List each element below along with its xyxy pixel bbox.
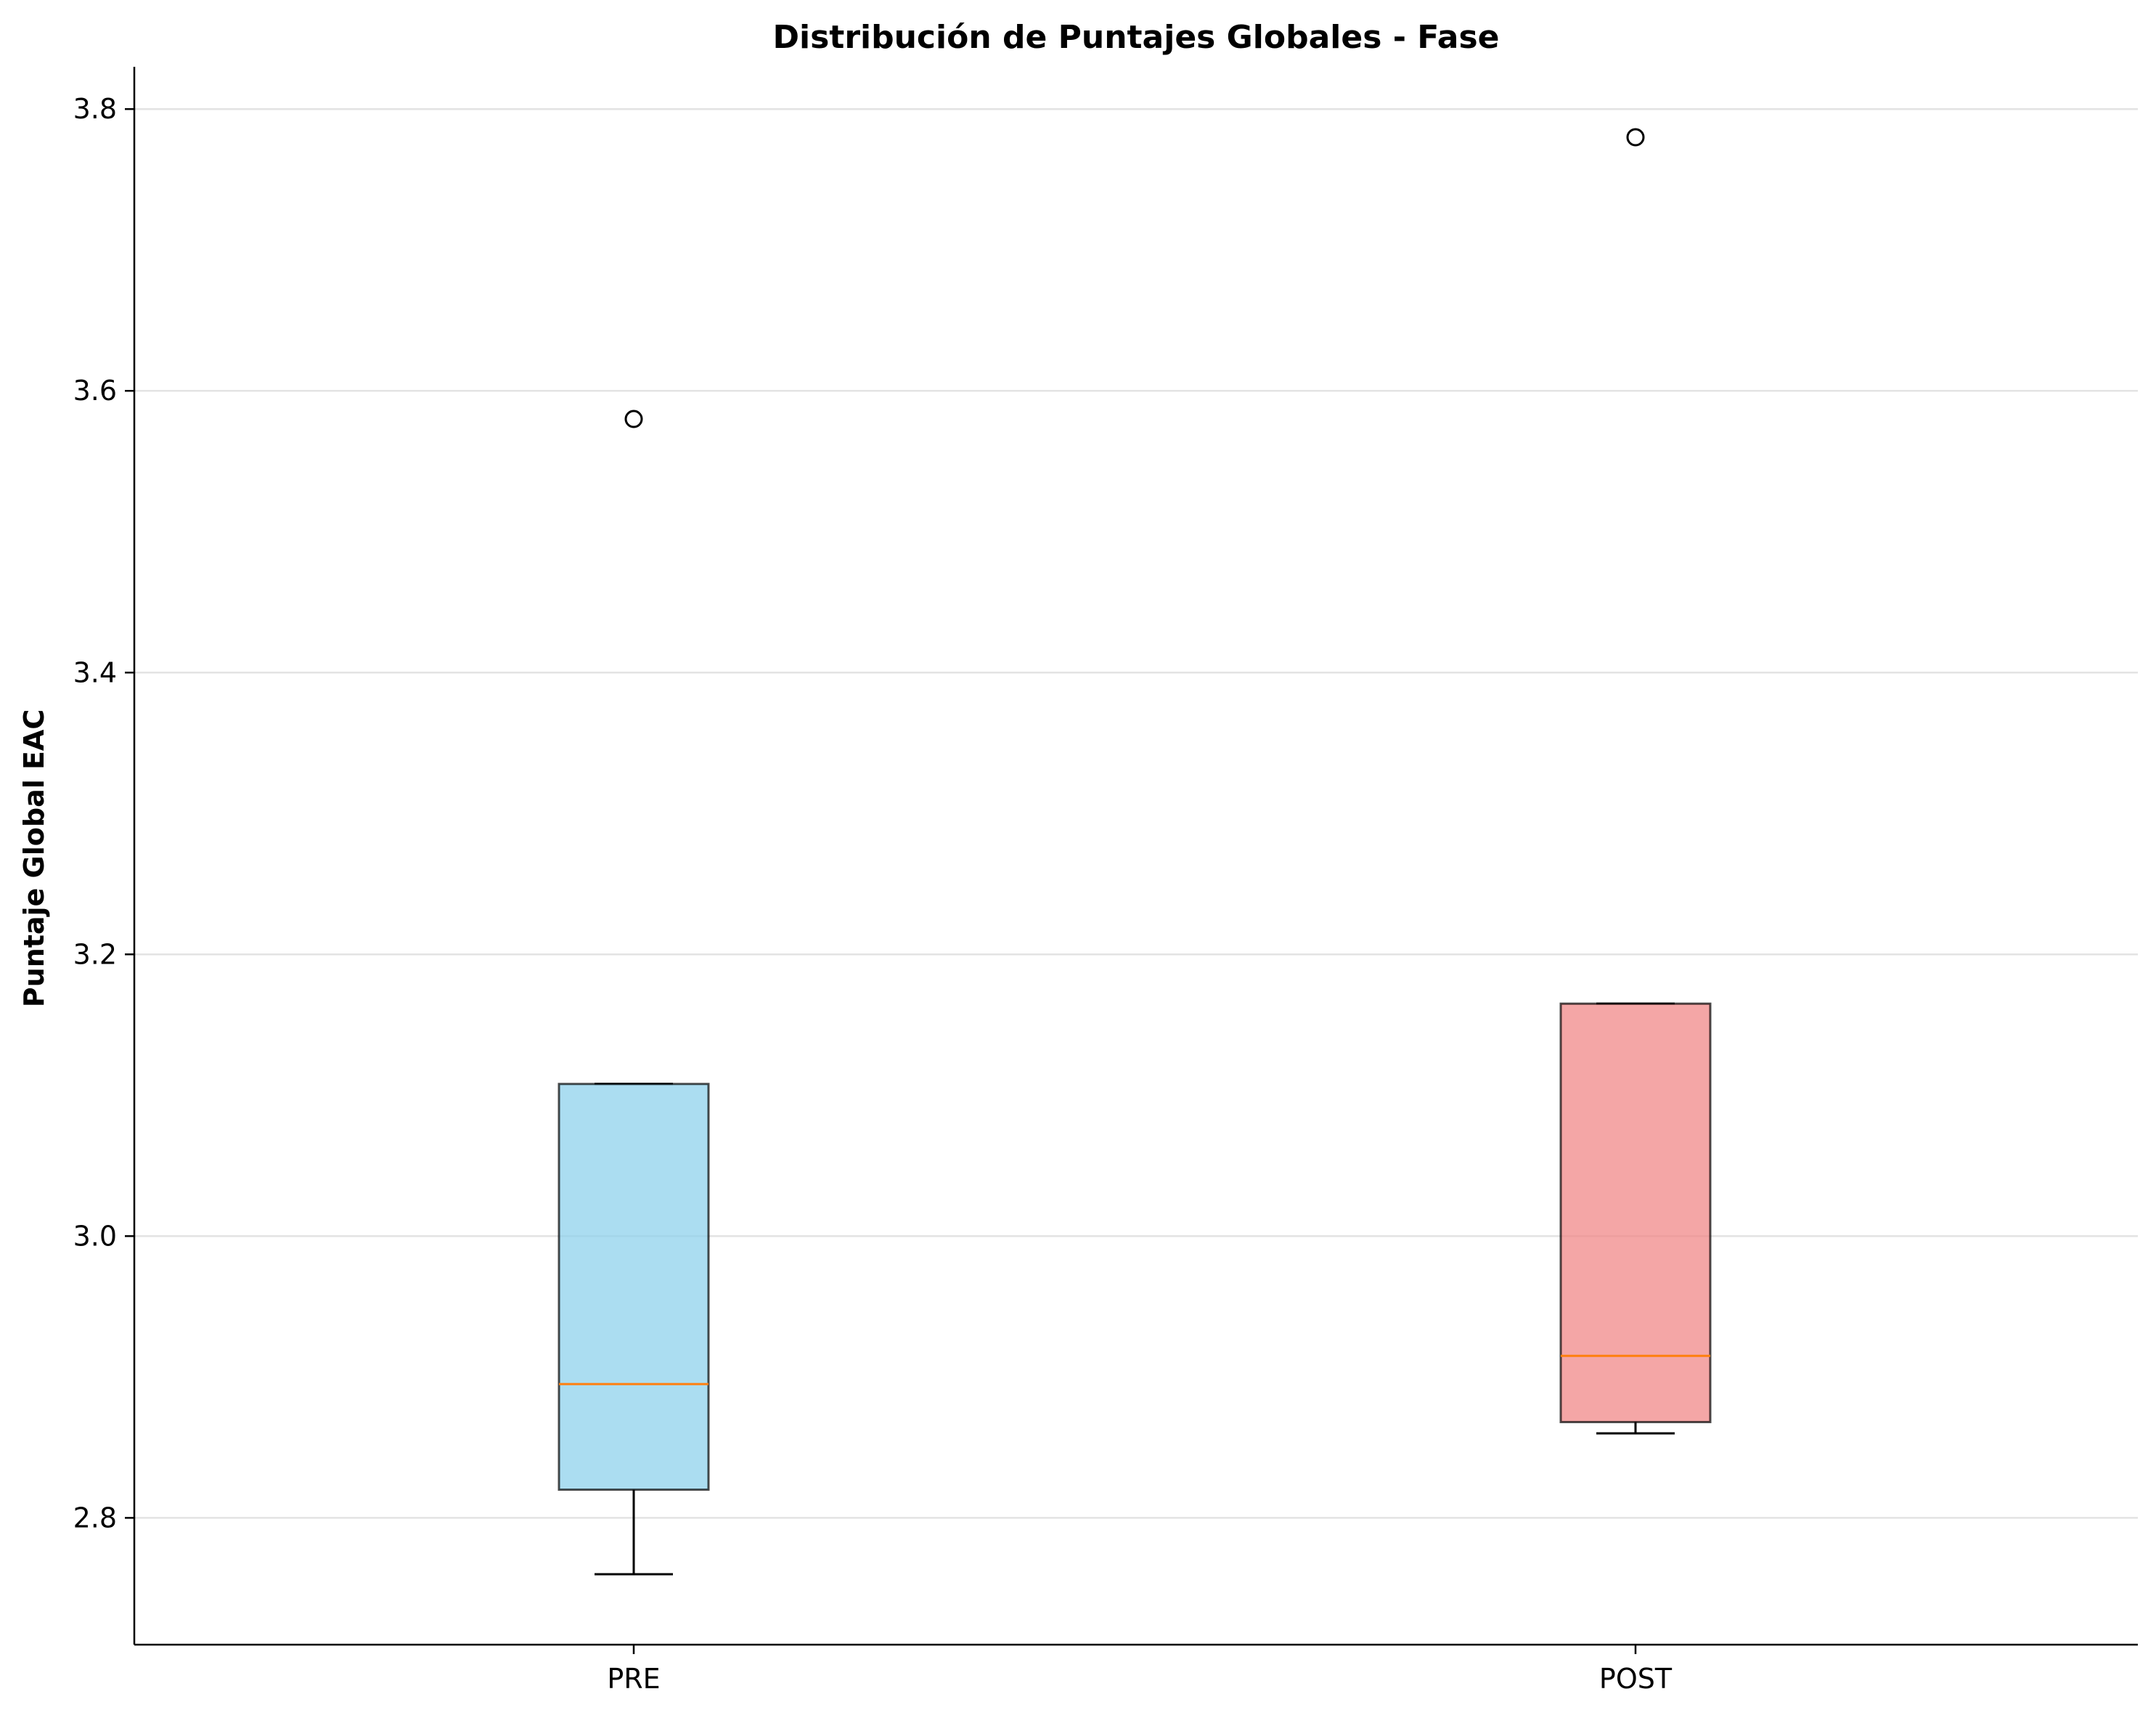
y-tick-label: 3.0 — [73, 1220, 117, 1252]
y-tick-label: 3.8 — [73, 93, 117, 125]
y-tick-label: 3.6 — [73, 375, 117, 407]
outlier-point — [1626, 128, 1645, 147]
box-pre — [558, 410, 710, 1576]
y-tick-label: 2.8 — [73, 1502, 117, 1534]
iqr-box — [558, 1083, 710, 1491]
y-tick-label: 3.4 — [73, 656, 117, 688]
box-series — [558, 128, 1712, 1576]
y-ticks: 2.8 3.0 3.2 3.4 3.6 3.8 — [73, 93, 134, 1534]
y-axis-label: Puntaje Global EAC — [18, 709, 50, 1007]
y-tick-label: 3.2 — [73, 938, 117, 970]
chart-title: Distribución de Puntajes Globales - Fase — [773, 19, 1500, 56]
iqr-box — [1559, 1002, 1712, 1423]
x-tick-label: PRE — [607, 1663, 660, 1695]
axes-spines — [133, 67, 2138, 1646]
outlier-point — [624, 410, 643, 428]
box-post — [1559, 128, 1712, 1435]
y-gridlines — [134, 107, 2138, 1519]
x-ticks: PRE POST — [607, 1645, 1673, 1695]
x-tick-label: POST — [1599, 1663, 1673, 1695]
